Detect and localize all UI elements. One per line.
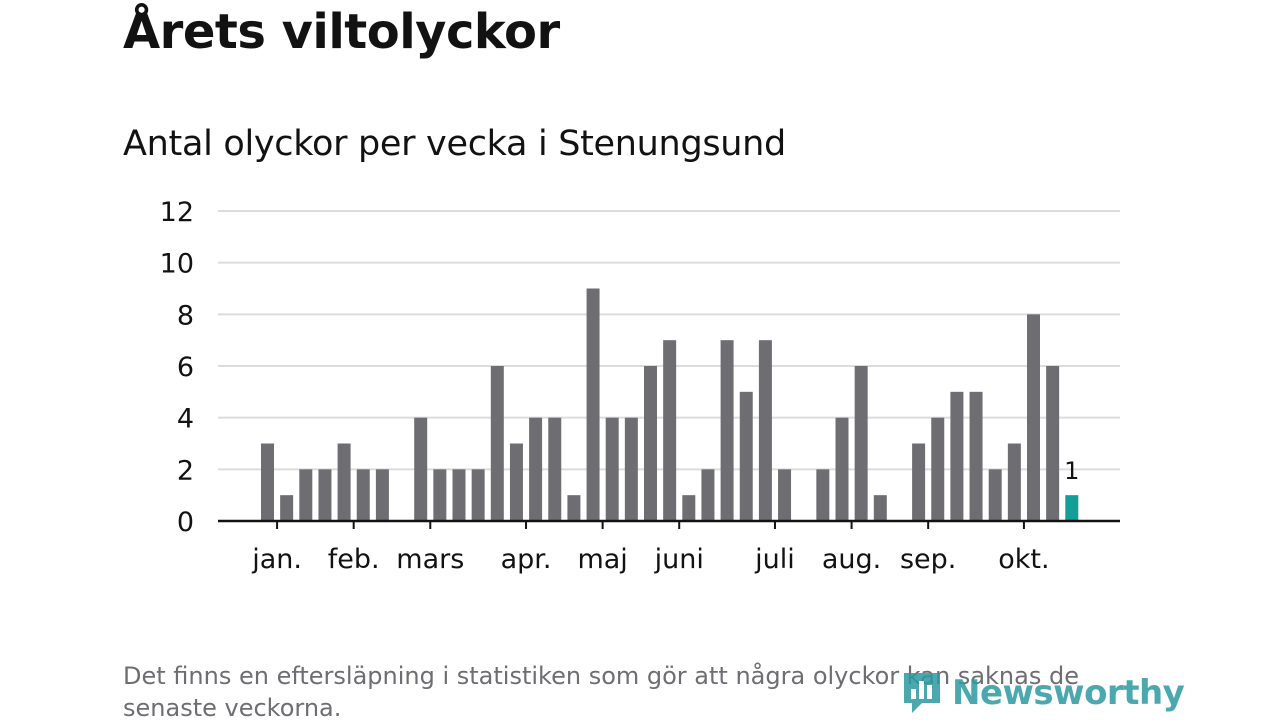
x-tick-label: jan.: [251, 544, 302, 575]
newsworthy-logo[interactable]: Newsworthy: [900, 668, 1185, 718]
bar: [299, 469, 313, 521]
bar: [414, 417, 428, 521]
chart-title: Årets viltolyckor: [123, 4, 560, 60]
y-tick-label: 12: [160, 197, 194, 228]
bar: [433, 469, 447, 521]
data-label: 1: [1064, 457, 1079, 485]
x-tick-label: sep.: [900, 544, 956, 575]
bar: [509, 443, 523, 521]
highlighted-bar: [1065, 495, 1079, 521]
x-tick-label: juli: [754, 544, 795, 575]
bar: [682, 495, 696, 521]
y-tick-label: 6: [177, 352, 194, 383]
y-tick-label: 2: [177, 455, 194, 486]
y-tick-label: 4: [177, 404, 194, 435]
x-tick-label: okt.: [998, 544, 1049, 575]
bar: [337, 443, 351, 521]
chart-subtitle: Antal olyckor per vecka i Stenungsund: [123, 124, 786, 164]
bar: [778, 469, 792, 521]
bar: [490, 366, 504, 521]
bar: [835, 417, 849, 521]
bar: [1027, 314, 1040, 521]
bar: [931, 417, 945, 521]
bar: [567, 495, 581, 521]
newsworthy-logo-icon: [904, 673, 940, 713]
bar: [280, 495, 294, 521]
bar: [1007, 443, 1021, 521]
bar: [548, 417, 562, 521]
bar: [318, 469, 332, 521]
bar: [854, 366, 868, 521]
x-tick-label: apr.: [501, 544, 552, 575]
y-tick-label: 10: [160, 249, 194, 280]
bar: [644, 366, 657, 521]
bar: [912, 443, 926, 521]
bar: [663, 340, 677, 521]
bar: [1046, 366, 1060, 521]
x-tick-label: juni: [654, 544, 704, 575]
y-tick-label: 8: [177, 300, 194, 331]
bar: [586, 288, 600, 521]
x-tick-label: aug.: [822, 544, 881, 575]
bar-chart: 0 2 4 6 8 10 12 1 jan. feb. mars apr. maj juni juli aug…: [160, 197, 1120, 575]
bar: [758, 340, 772, 521]
y-tick-label: 0: [177, 507, 194, 538]
bar: [720, 340, 734, 521]
bar: [739, 391, 753, 521]
bar: [261, 443, 274, 521]
bar: [988, 469, 1002, 521]
bar: [873, 495, 887, 521]
bar: [950, 391, 964, 521]
bar: [624, 417, 638, 521]
bar: [816, 469, 830, 521]
x-tick-label: maj: [577, 544, 627, 575]
bar: [605, 417, 619, 521]
bar: [375, 469, 389, 521]
x-tick-label: mars: [396, 544, 464, 575]
bar: [356, 469, 370, 521]
bar: [452, 469, 466, 521]
bar: [471, 469, 485, 521]
bar: [969, 391, 983, 521]
bar: [529, 417, 543, 521]
x-tick-label: feb.: [328, 544, 380, 575]
bar: [701, 469, 715, 521]
newsworthy-logo-text: Newsworthy: [952, 673, 1185, 713]
